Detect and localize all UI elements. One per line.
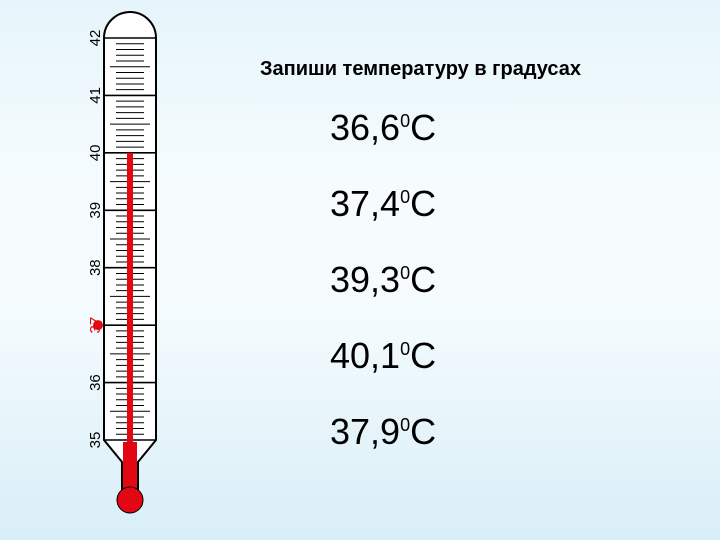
temperature-reading: 37,40С [330, 186, 436, 222]
scale-label: 41 [87, 87, 104, 104]
scale-label: 35 [87, 432, 104, 449]
mercury-neck [123, 442, 137, 489]
thermometer-svg: 3536373839404142 [80, 10, 180, 530]
reading-degree-mark: 0 [400, 339, 410, 359]
reading-value: 39,3 [330, 259, 400, 300]
reading-degree-mark: 0 [400, 111, 410, 131]
reading-value: 37,4 [330, 183, 400, 224]
temperature-reading: 36,60С [330, 110, 436, 146]
temperature-reading: 37,90С [330, 414, 436, 450]
scale-label: 39 [87, 202, 104, 219]
scale-label: 36 [87, 374, 104, 391]
temperature-readings: 36,60С37,40С39,30С40,10С37,90С [330, 110, 436, 450]
reading-degree-mark: 0 [400, 263, 410, 283]
temperature-reading: 40,10С [330, 338, 436, 374]
temperature-reading: 39,30С [330, 262, 436, 298]
reading-value: 40,1 [330, 335, 400, 376]
reading-unit: С [410, 335, 436, 376]
reading-unit: С [410, 259, 436, 300]
scale-label: 40 [87, 145, 104, 162]
mercury-column [127, 153, 133, 444]
reading-unit: С [410, 183, 436, 224]
page-title: Запиши температуру в градусах [260, 58, 581, 81]
reading-unit: С [410, 411, 436, 452]
scale-label: 38 [87, 259, 104, 276]
reading-value: 37,9 [330, 411, 400, 452]
reading-degree-mark: 0 [400, 187, 410, 207]
reading-degree-mark: 0 [400, 415, 410, 435]
reading-unit: С [410, 107, 436, 148]
highlight-marker-dot [93, 320, 103, 330]
thermometer-bulb [117, 487, 143, 513]
thermometer: 3536373839404142 [80, 10, 180, 530]
content-root: 3536373839404142 Запиши температуру в гр… [0, 0, 720, 540]
reading-value: 36,6 [330, 107, 400, 148]
scale-label: 42 [87, 30, 104, 47]
